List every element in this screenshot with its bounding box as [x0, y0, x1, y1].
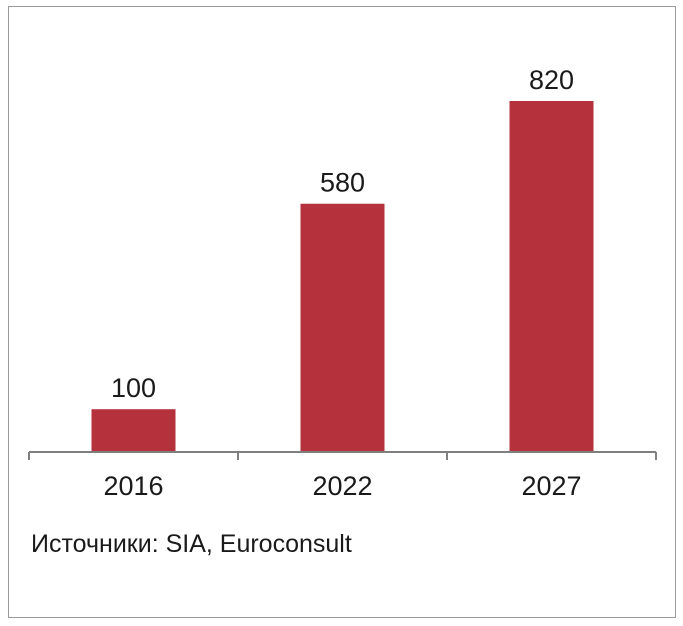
data-label-2027: 820: [529, 65, 574, 95]
x-tick-label-2027: 2027: [521, 471, 581, 501]
source-note: Источники: SIA, Euroconsult: [31, 530, 352, 558]
x-tick-label-2016: 2016: [103, 471, 163, 501]
bar-2027: [509, 101, 594, 452]
x-tick-label-2022: 2022: [312, 471, 372, 501]
bar-2016: [91, 409, 176, 452]
x-axis: [28, 451, 657, 460]
data-label-2022: 580: [320, 168, 365, 198]
data-labels-layer: 100 580 820: [111, 65, 574, 403]
data-label-2016: 100: [111, 373, 156, 403]
x-tick-labels-layer: 2016 2022 2027: [103, 471, 581, 501]
bar-2022: [300, 203, 385, 452]
bars-layer: [91, 101, 594, 452]
